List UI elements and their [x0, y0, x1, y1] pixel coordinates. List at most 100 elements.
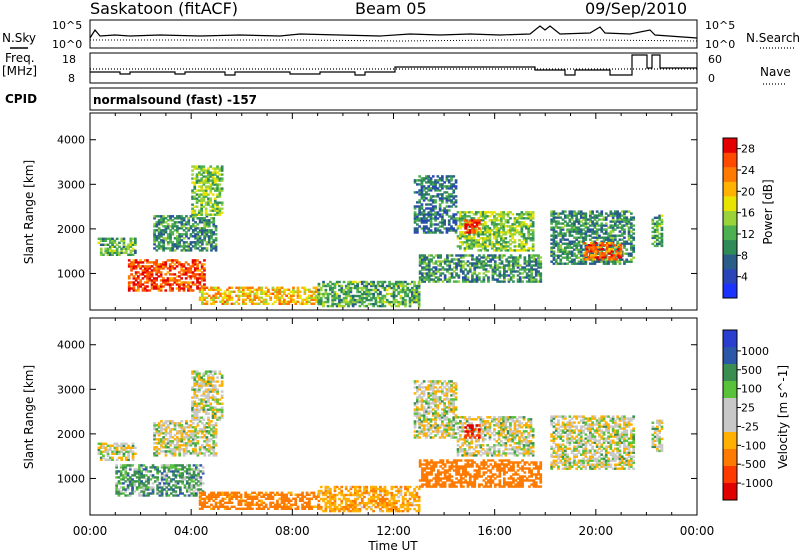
echo-cell [331, 296, 334, 300]
echo-cell [113, 452, 117, 455]
echo-cell [427, 258, 431, 261]
echo-cell [522, 245, 526, 248]
echo-cell [347, 280, 350, 284]
echo-cell [198, 290, 202, 293]
echo-cell [452, 258, 456, 261]
echo-cell [137, 265, 140, 268]
echo-cell [418, 209, 421, 212]
echo-cell [155, 221, 159, 224]
echo-cell [447, 215, 451, 218]
echo-cell [392, 290, 396, 294]
echo-cell [658, 218, 661, 221]
echo-cell [173, 273, 177, 276]
echo-cell [292, 286, 295, 289]
echo-cell [582, 212, 585, 215]
echo-cell [427, 177, 431, 180]
echo-cell [129, 237, 133, 240]
echo-cell [421, 276, 424, 279]
echo-cell [370, 296, 373, 300]
echo-cell [527, 249, 530, 252]
echo-cell [471, 278, 474, 281]
echo-cell [122, 251, 126, 254]
echo-cell [421, 274, 424, 277]
echo-cell [193, 370, 197, 373]
echo-cell [416, 215, 419, 218]
echo-cell [140, 476, 143, 479]
echo-cell [481, 231, 485, 234]
echo-cell [200, 181, 203, 184]
echo-cell [176, 432, 179, 435]
echo-cell [504, 233, 508, 236]
echo-cell [167, 476, 171, 479]
echo-cell [104, 446, 108, 449]
echo-cell [213, 171, 217, 174]
echo-cell [242, 288, 245, 291]
echo-cell [427, 179, 431, 182]
echo-cell [418, 189, 421, 192]
echo-cell [264, 298, 268, 301]
echo-cell [445, 179, 449, 182]
echo-cell [342, 290, 346, 294]
echo-cell [592, 250, 595, 253]
echo-cell [163, 470, 166, 473]
echo-cell [166, 227, 170, 230]
echo-cell [228, 296, 231, 299]
echo-cell [117, 492, 121, 495]
echo-cell [111, 251, 114, 254]
echo-cell [216, 213, 219, 216]
echo-cell [425, 175, 428, 178]
echo-cell [157, 422, 161, 425]
echo-cell [413, 219, 417, 222]
echo-cell [500, 237, 503, 240]
echo-cell [155, 265, 158, 268]
echo-cell [385, 292, 389, 296]
echo-cell [138, 468, 141, 471]
echo-cell [193, 400, 197, 403]
echo-cell [164, 229, 168, 232]
echo-cell [570, 240, 574, 243]
echo-cell [204, 394, 208, 397]
echo-cell [602, 240, 606, 243]
echo-cell [500, 260, 504, 263]
echo-cell [171, 233, 175, 236]
echo-cell [155, 450, 159, 453]
echo-cell [525, 249, 528, 252]
echo-cell [575, 244, 578, 247]
echo-cell [204, 412, 208, 415]
echo-cell [463, 249, 467, 252]
echo-cell [148, 289, 152, 292]
echo-cell [171, 227, 175, 230]
echo-cell [584, 236, 588, 239]
echo-cell [198, 189, 201, 192]
echo-cell [432, 262, 436, 265]
echo-cell [155, 442, 159, 445]
echo-cell [537, 258, 540, 261]
echo-cell [158, 492, 162, 495]
echo-cell [216, 390, 219, 393]
echo-cell [379, 304, 382, 308]
echo-cell [554, 216, 558, 219]
echo-cell [189, 267, 193, 270]
echo-cell [212, 491, 216, 494]
echo-cell [253, 491, 257, 494]
echo-cell [632, 248, 635, 251]
echo-cell [203, 454, 206, 457]
echo-cell [174, 484, 178, 487]
echo-cell [512, 258, 515, 261]
echo-cell [354, 302, 357, 306]
echo-cell [608, 248, 611, 251]
echo-cell [155, 263, 158, 266]
echo-cell [532, 254, 536, 257]
echo-cell [507, 256, 511, 259]
echo-cell [392, 302, 396, 306]
echo-cell [128, 464, 132, 467]
echo-cell [429, 209, 433, 212]
echo-cell [157, 229, 161, 232]
echo-cell [372, 282, 375, 286]
echo-cell [561, 256, 565, 259]
echo-cell [472, 237, 476, 240]
echo-cell [157, 233, 161, 236]
echo-cell [554, 234, 558, 237]
echo-cell [591, 210, 594, 213]
echo-cell [658, 240, 661, 244]
